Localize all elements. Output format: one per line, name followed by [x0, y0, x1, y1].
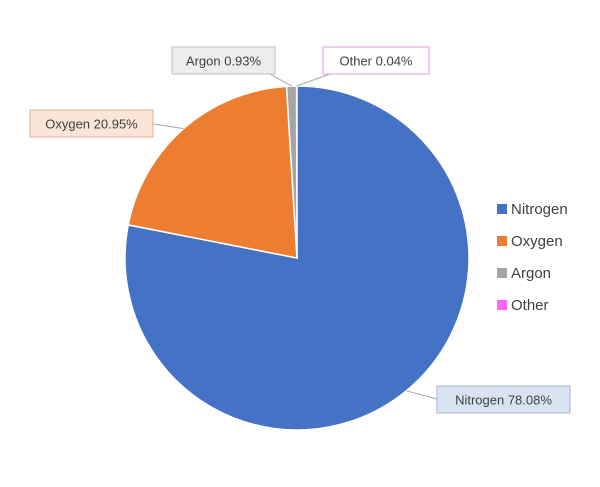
data-label-callouts: Nitrogen 78.08% Oxygen 20.95% Argon 0.93% O…	[29, 46, 571, 414]
data-label-box	[29, 109, 154, 138]
leader-line-nitrogen	[406, 390, 438, 400]
legend-label: Argon	[511, 265, 551, 282]
legend-label: Oxygen	[511, 233, 563, 250]
data-label-box	[171, 46, 276, 75]
data-label-nitrogen: Nitrogen 78.08%	[436, 385, 571, 414]
legend-label: Nitrogen	[511, 201, 568, 218]
data-label-argon: Argon 0.93%	[171, 46, 276, 75]
pie-slice-oxygen	[127, 85, 298, 259]
legend-label: Other	[511, 297, 549, 314]
data-label-text: Argon 0.93%	[186, 54, 262, 69]
data-label-text: Nitrogen 78.08%	[455, 393, 552, 408]
leader-line-oxygen	[152, 123, 184, 130]
legend-item-nitrogen: Nitrogen	[497, 201, 568, 218]
pie-slices	[124, 85, 470, 431]
data-label-text: Oxygen 20.95%	[45, 117, 138, 132]
data-label-box	[436, 385, 571, 414]
legend-item-oxygen: Oxygen	[497, 233, 563, 250]
data-label-box	[322, 46, 430, 75]
leader-line-other	[296, 73, 331, 87]
legend-item-argon: Argon	[497, 265, 551, 282]
leader-lines	[152, 73, 438, 400]
legend: Nitrogen Oxygen Argon Other	[497, 201, 568, 314]
data-label-text: Other 0.04%	[340, 54, 413, 69]
legend-item-other: Other	[497, 297, 549, 314]
legend-swatch	[497, 236, 507, 246]
legend-swatch	[497, 268, 507, 278]
leader-line-argon	[269, 73, 292, 87]
data-label-other: Other 0.04%	[322, 46, 430, 75]
legend-swatch	[497, 204, 507, 214]
legend-swatch	[497, 300, 507, 310]
data-label-oxygen: Oxygen 20.95%	[29, 109, 154, 138]
